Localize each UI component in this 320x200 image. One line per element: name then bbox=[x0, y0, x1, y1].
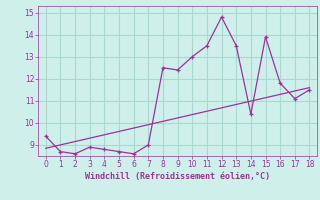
X-axis label: Windchill (Refroidissement éolien,°C): Windchill (Refroidissement éolien,°C) bbox=[85, 172, 270, 181]
